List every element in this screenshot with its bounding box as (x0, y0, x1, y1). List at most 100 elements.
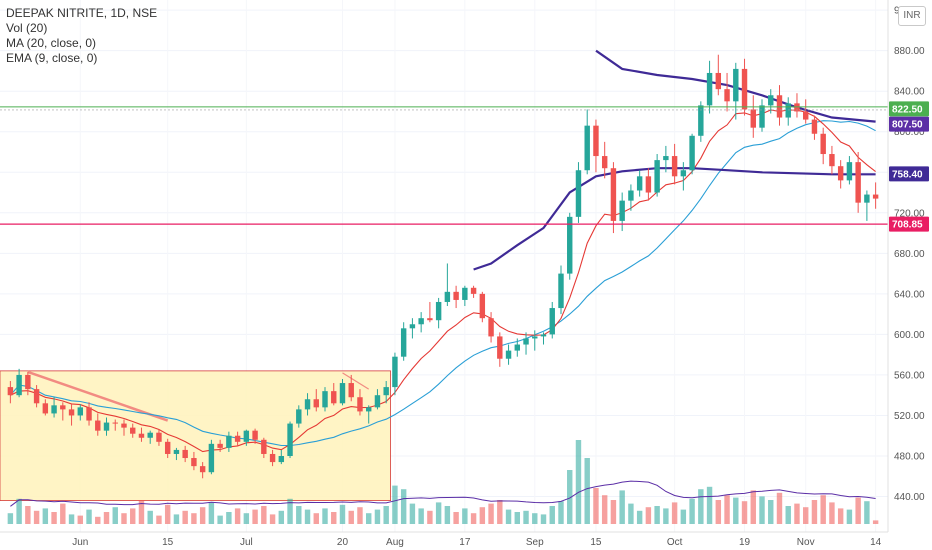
candle[interactable] (636, 170, 643, 197)
candle[interactable] (505, 344, 512, 365)
candle[interactable] (759, 99, 765, 132)
candle[interactable] (226, 431, 232, 452)
ma-indicator-label[interactable]: MA (20, close, 0) (6, 36, 97, 50)
candle[interactable] (497, 332, 503, 367)
candle[interactable] (357, 389, 363, 416)
candle[interactable] (549, 301, 555, 339)
drawing-annotations[interactable] (0, 370, 391, 501)
candle[interactable] (803, 99, 809, 124)
candle[interactable] (715, 54, 722, 96)
candle[interactable] (217, 439, 223, 452)
candle[interactable] (575, 162, 582, 223)
candle[interactable] (872, 182, 879, 209)
candle[interactable] (33, 385, 40, 408)
candle[interactable] (488, 312, 494, 343)
candle[interactable] (243, 429, 250, 446)
candle[interactable] (750, 95, 756, 138)
mini-trend-line[interactable] (342, 372, 370, 390)
candle[interactable] (313, 389, 319, 412)
candle[interactable] (418, 312, 424, 333)
candle[interactable] (741, 58, 748, 116)
candle[interactable] (776, 85, 783, 126)
candle[interactable] (514, 338, 520, 357)
candle[interactable] (182, 445, 188, 463)
candle[interactable] (278, 449, 285, 465)
candle[interactable] (191, 451, 197, 471)
candle[interactable] (164, 438, 171, 459)
candle[interactable] (339, 378, 346, 406)
candle[interactable] (7, 381, 14, 404)
time-axis-panel[interactable] (0, 532, 888, 550)
candle[interactable] (593, 119, 599, 173)
candle[interactable] (680, 162, 687, 191)
candle[interactable] (820, 127, 826, 165)
candle[interactable] (855, 152, 861, 213)
candle[interactable] (252, 428, 258, 444)
candle[interactable] (698, 101, 704, 142)
candle[interactable] (121, 419, 127, 436)
candle[interactable] (864, 190, 870, 221)
candle[interactable] (427, 301, 433, 323)
candle[interactable] (331, 383, 337, 406)
candle[interactable] (77, 404, 83, 421)
trend-line[interactable] (27, 370, 169, 422)
candle[interactable] (374, 389, 381, 410)
candle[interactable] (733, 62, 739, 120)
candle[interactable] (470, 285, 477, 298)
candle[interactable] (558, 265, 564, 315)
candle[interactable] (479, 291, 486, 323)
candle[interactable] (532, 330, 538, 351)
candle[interactable] (130, 423, 136, 438)
candle[interactable] (706, 60, 713, 114)
candle[interactable] (199, 462, 206, 479)
candle[interactable] (147, 430, 153, 444)
candle[interactable] (409, 318, 416, 339)
price-axis-panel[interactable] (888, 0, 932, 532)
volume-indicator-label[interactable]: Vol (20) (6, 21, 48, 35)
time-axis[interactable]: Jun 15 Jul 20 Aug 17 Sep 15 Oct 19 Nov 14 (72, 537, 881, 548)
candle[interactable] (523, 332, 529, 355)
candle[interactable] (768, 89, 774, 114)
candle[interactable] (453, 285, 459, 309)
candle[interactable] (829, 145, 835, 175)
candle[interactable] (689, 133, 695, 175)
candle[interactable] (68, 403, 75, 426)
candle[interactable] (173, 447, 180, 461)
candle[interactable] (444, 263, 451, 307)
candle[interactable] (435, 297, 442, 329)
candle[interactable] (51, 397, 57, 418)
candle[interactable] (261, 437, 267, 459)
candle[interactable] (287, 421, 293, 459)
candle[interactable] (654, 154, 660, 197)
candle[interactable] (322, 387, 328, 412)
candle[interactable] (811, 115, 818, 140)
candle[interactable] (645, 168, 652, 201)
candle[interactable] (304, 393, 311, 416)
currency-badge[interactable]: INR (898, 6, 926, 26)
candle[interactable] (663, 145, 669, 173)
candle[interactable] (112, 419, 118, 431)
candle[interactable] (671, 143, 678, 185)
candle[interactable] (610, 162, 617, 234)
candle[interactable] (601, 141, 608, 179)
candle[interactable] (16, 368, 22, 398)
horizontal-price-lines[interactable] (0, 106, 888, 225)
candle[interactable] (348, 374, 354, 402)
candle[interactable] (462, 285, 468, 307)
candle[interactable] (584, 109, 590, 175)
candle[interactable] (567, 212, 573, 280)
candle[interactable] (785, 97, 791, 126)
symbol-title[interactable]: DEEPAK NITRITE, 1D, NSE (6, 6, 158, 20)
candle[interactable] (269, 449, 276, 467)
highlight-box[interactable] (0, 370, 391, 501)
candle[interactable] (25, 371, 31, 396)
ema-indicator-label[interactable]: EMA (9, close, 0) (6, 51, 98, 65)
candle[interactable] (296, 405, 302, 428)
candle[interactable] (846, 156, 853, 185)
candle[interactable] (60, 402, 66, 421)
candle[interactable] (540, 332, 547, 345)
candle[interactable] (383, 381, 389, 404)
candle[interactable] (628, 184, 634, 211)
candle[interactable] (400, 322, 407, 361)
